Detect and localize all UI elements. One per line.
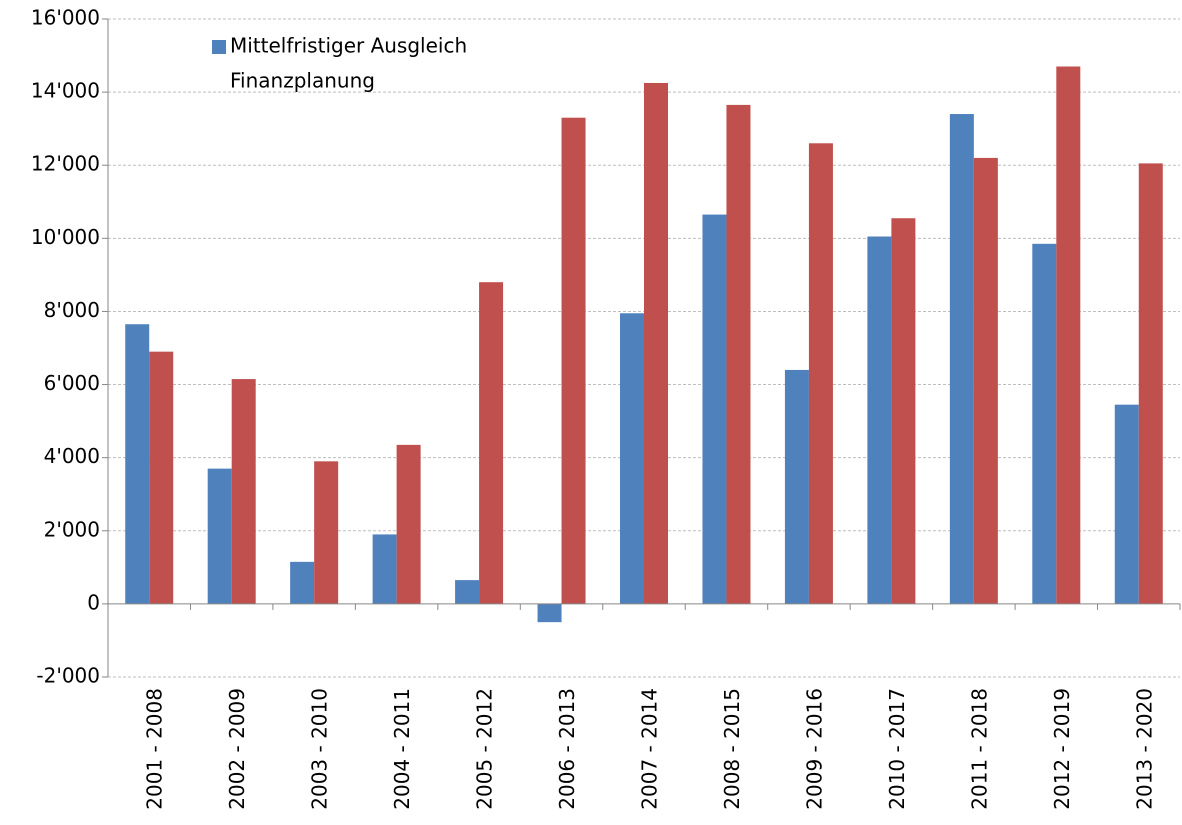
bar	[125, 324, 150, 604]
y-tick-label: 10'000	[31, 225, 100, 249]
x-tick-label: 2007 - 2014	[638, 688, 662, 810]
legend-label: Finanzplanung	[230, 69, 375, 93]
y-tick-label: 4'000	[44, 444, 100, 468]
y-tick-label: 6'000	[44, 371, 100, 395]
x-tick-label: 2010 - 2017	[885, 688, 909, 810]
x-tick-label: 2005 - 2012	[473, 688, 497, 810]
x-tick-label: 2004 - 2011	[390, 688, 414, 810]
x-tick-label: 2003 - 2010	[308, 688, 332, 810]
bar	[1032, 243, 1057, 604]
y-tick-label: 8'000	[44, 298, 100, 322]
bar	[867, 236, 892, 604]
x-tick-label: 2008 - 2015	[720, 688, 744, 810]
bar	[620, 313, 644, 604]
bar	[290, 561, 315, 604]
x-tick-label: 2006 - 2013	[555, 688, 579, 810]
bar	[1138, 163, 1163, 604]
bar	[784, 369, 809, 604]
bar	[396, 444, 421, 604]
x-tick-label: 2002 - 2009	[225, 688, 249, 810]
bar	[726, 104, 751, 604]
bar	[314, 461, 339, 604]
y-tick-label: 12'000	[31, 152, 100, 176]
x-tick-label: 2001 - 2008	[143, 688, 167, 810]
x-tick-label: 2009 - 2016	[802, 688, 826, 810]
bar	[207, 468, 232, 604]
bar	[231, 379, 256, 604]
x-tick-label: 2011 - 2018	[967, 688, 991, 810]
legend-label: Mittelfristiger Ausgleich	[230, 34, 467, 58]
bar	[644, 82, 668, 604]
bar	[455, 580, 480, 604]
y-tick-label: 2'000	[44, 517, 100, 541]
y-tick-label: 0	[87, 590, 100, 614]
bar	[479, 282, 504, 604]
bar	[949, 114, 974, 604]
bar	[537, 603, 562, 623]
bar	[149, 351, 174, 604]
bar	[1114, 404, 1139, 604]
bar	[808, 143, 833, 604]
y-tick-label: 16'000	[31, 6, 100, 30]
bar	[973, 157, 998, 604]
legend-marker	[212, 40, 226, 54]
y-tick-label: 14'000	[31, 79, 100, 103]
bar	[372, 534, 397, 604]
y-tick-label: -2'000	[36, 664, 100, 688]
x-tick-label: 2013 - 2020	[1132, 688, 1156, 810]
bar	[561, 117, 586, 604]
bar	[1056, 66, 1081, 604]
x-tick-label: 2012 - 2019	[1050, 688, 1074, 810]
bar	[891, 218, 916, 604]
bar	[702, 214, 727, 604]
